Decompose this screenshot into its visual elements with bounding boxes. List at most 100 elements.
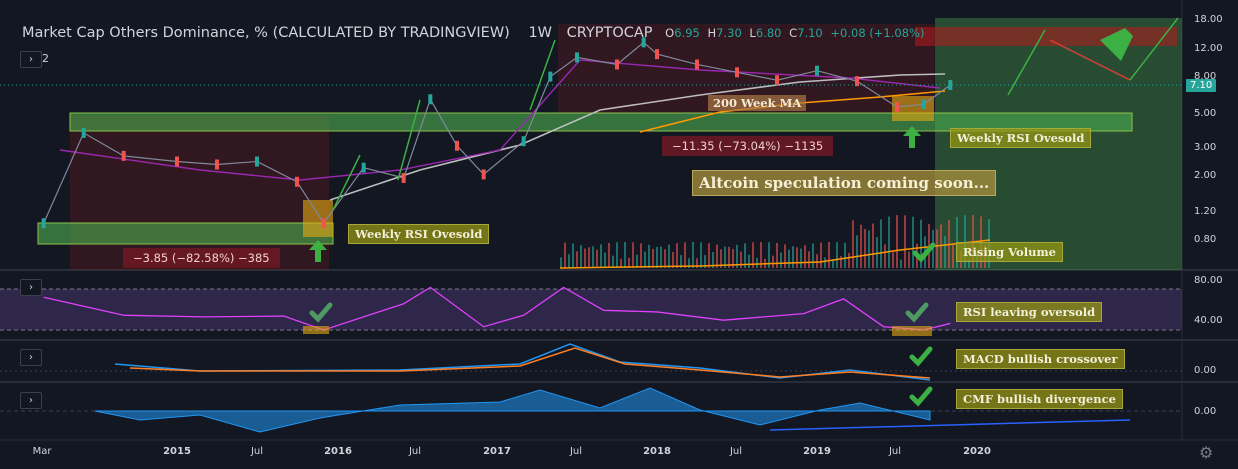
price-candle (428, 94, 433, 105)
volume-bar (964, 215, 966, 268)
volume-check-icon (912, 242, 936, 263)
rsi-line (43, 286, 951, 331)
symbol-title[interactable]: Market Cap Others Dominance, % (CALCULAT… (22, 25, 510, 41)
collapse-studies-button[interactable]: › (20, 51, 42, 68)
volume-bar (796, 247, 798, 268)
cmf-scale-label: 0.00 (1194, 406, 1217, 417)
volume-bar (700, 242, 702, 268)
volume-bar (708, 243, 710, 268)
volume-bar (720, 249, 722, 268)
volume-bar (880, 219, 882, 268)
volume-bar (824, 257, 826, 268)
volume-bar (888, 216, 890, 268)
volume-bar (876, 237, 878, 268)
time-label: Jul (888, 446, 902, 457)
volume-bar (892, 252, 894, 268)
volume-bar (608, 243, 610, 268)
volume-bar (864, 228, 866, 268)
price-candle (175, 156, 179, 167)
time-label: 2017 (483, 446, 511, 457)
price-candle (735, 67, 739, 78)
drawdown-zone-2015 (70, 115, 329, 270)
volume-bar (648, 244, 650, 268)
volume-bar (656, 246, 658, 268)
open-label: O (665, 26, 675, 40)
volume-bar (856, 235, 858, 268)
volume-bar (812, 243, 814, 268)
price-candle (361, 162, 366, 173)
volume-bar (800, 248, 802, 268)
price-candle (921, 99, 926, 110)
volume-bar (596, 249, 598, 268)
projection-arrow (529, 39, 556, 111)
volume-bar (968, 259, 970, 268)
rsi-oversold-box-2015 (303, 326, 329, 334)
price-candle (455, 140, 459, 151)
volume-bar (668, 244, 670, 268)
settings-gear-icon[interactable]: ⚙ (1199, 443, 1214, 462)
rocket-icon (1100, 28, 1133, 61)
volume-bar (752, 242, 754, 268)
interval-label[interactable]: 1W (528, 25, 553, 41)
volume-bar (952, 243, 954, 268)
volume-bar (848, 253, 850, 268)
volume-bar (696, 258, 698, 268)
volume-bar (620, 258, 622, 268)
chevron-right-icon: › (29, 282, 33, 293)
volume-bar (572, 243, 574, 268)
volume-bar (776, 243, 778, 268)
volume-bar (672, 252, 674, 268)
volume-bar (768, 242, 770, 268)
volume-bar (716, 244, 718, 268)
ohlc-readout: O6.95 H7.30 L6.80 C7.10 +0.08 (+1.08%) (665, 26, 924, 40)
volume-bar (900, 259, 902, 268)
price-label: 3.00 (1194, 142, 1217, 153)
volume-bar (832, 259, 834, 268)
time-label: Jul (250, 446, 264, 457)
macd-check-icon (909, 346, 933, 367)
price-candle (295, 176, 299, 187)
volume-bar (616, 242, 618, 268)
correction-arrow (1049, 39, 1131, 81)
macd-pane-toggle-button[interactable]: › (20, 349, 42, 366)
volume-bar (748, 254, 750, 268)
volume-bar (908, 251, 910, 268)
volume-bar (872, 223, 874, 268)
volume-bar (760, 242, 762, 268)
close-label: C (789, 26, 798, 40)
cmf-pane-toggle-button[interactable]: › (20, 392, 42, 409)
rsi-oversold-label-2015: Weekly RSI Ovesold (348, 224, 490, 244)
chart-header: Market Cap Others Dominance, % (CALCULAT… (22, 25, 924, 41)
up-arrow-icon-2019 (903, 126, 921, 148)
volume-bar (920, 219, 922, 268)
volume-bar (808, 251, 810, 268)
volume-bar (628, 257, 630, 268)
price-candle (121, 150, 126, 161)
macd-crossover-label: MACD bullish crossover (956, 349, 1125, 369)
price-candle (81, 127, 86, 138)
time-label: Jul (569, 446, 583, 457)
volume-bar (772, 255, 774, 268)
drawdown-label-2018: −11.35 (−73.04%) −1135 (662, 136, 834, 156)
price-candle (215, 159, 219, 170)
volume-bar (704, 255, 706, 268)
volume-bar (684, 242, 686, 268)
time-label: 2016 (324, 446, 352, 457)
rsi-scale-label: 80.00 (1194, 275, 1223, 286)
up-arrow-icon-2015 (309, 240, 327, 262)
volume-bar (804, 245, 806, 268)
volume-bar (652, 248, 654, 268)
rsi-pane-toggle-button[interactable]: › (20, 279, 42, 296)
price-candle (775, 75, 779, 86)
volume-bar (860, 224, 862, 268)
price-label: 18.00 (1194, 14, 1223, 25)
volume-bar (660, 246, 662, 268)
volume-bar (728, 246, 730, 268)
bottom-zone-2015 (37, 222, 334, 245)
cmf-check-icon (909, 386, 933, 407)
volume-bar (664, 249, 666, 268)
price-candle (655, 49, 659, 60)
volume-bar (640, 243, 642, 268)
volume-bar (904, 215, 906, 268)
volume-bar (756, 257, 758, 268)
